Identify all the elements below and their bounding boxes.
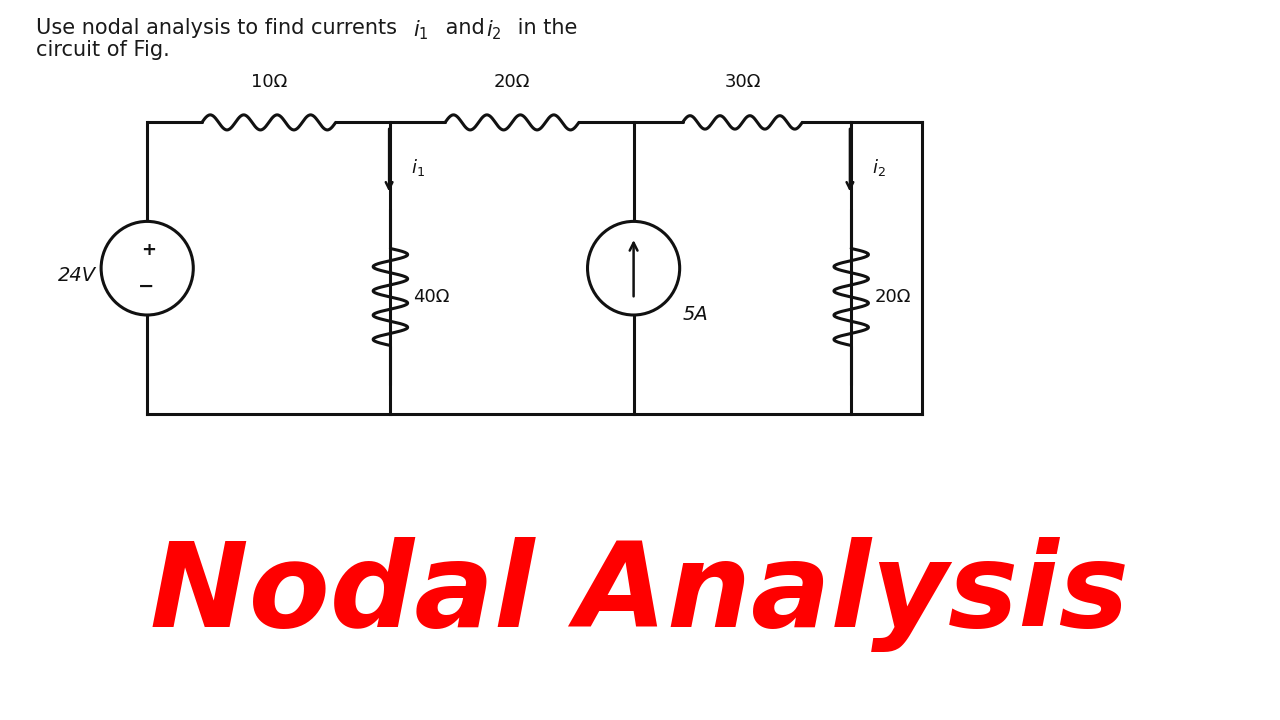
Text: 5A: 5A — [682, 305, 708, 325]
Text: circuit of Fig.: circuit of Fig. — [36, 40, 169, 60]
Text: −: − — [138, 276, 154, 296]
Text: Nodal Analysis: Nodal Analysis — [151, 536, 1129, 652]
Ellipse shape — [101, 222, 193, 315]
Text: Use nodal analysis to find currents: Use nodal analysis to find currents — [36, 18, 403, 38]
Text: 30Ω: 30Ω — [724, 73, 760, 91]
Text: $i_1$: $i_1$ — [413, 18, 429, 42]
Text: +: + — [141, 241, 156, 259]
Text: 20Ω: 20Ω — [874, 288, 910, 306]
Text: 40Ω: 40Ω — [413, 288, 449, 306]
Text: 10Ω: 10Ω — [251, 73, 287, 91]
Text: 20Ω: 20Ω — [494, 73, 530, 91]
Text: $i_1$: $i_1$ — [411, 157, 425, 178]
Ellipse shape — [588, 222, 680, 315]
Text: 24V: 24V — [58, 266, 96, 285]
Text: and: and — [439, 18, 492, 38]
Text: $i_2$: $i_2$ — [872, 157, 886, 178]
Text: in the: in the — [511, 18, 577, 38]
Text: $i_2$: $i_2$ — [486, 18, 502, 42]
